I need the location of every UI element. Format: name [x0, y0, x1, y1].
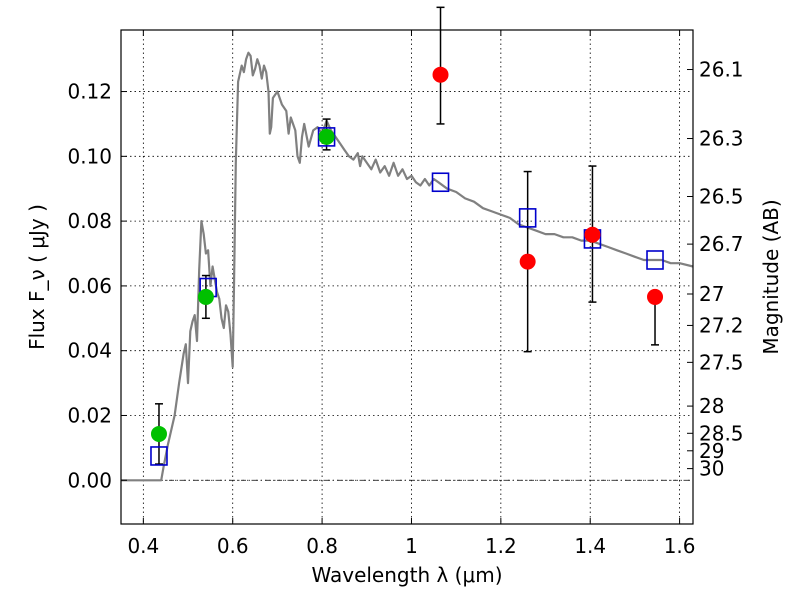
y2-tick-label: 26.3	[699, 127, 744, 151]
y2-tick-label: 30	[699, 457, 724, 481]
model-photometry-square	[518, 208, 537, 228]
x-tick-label: 0.4	[127, 534, 159, 558]
x-tick-label: 1	[405, 534, 418, 558]
y2-tick-label: 27	[699, 282, 724, 306]
y-tick-label: 0.02	[67, 403, 112, 427]
y2-axis-title: Magnitude (AB)	[759, 199, 783, 354]
upper-limit-point	[519, 253, 536, 270]
y-tick-label: 0.04	[67, 339, 112, 363]
y-tick-label: 0.08	[67, 209, 112, 233]
detection-point	[197, 288, 214, 305]
y2-tick-label: 27.5	[699, 350, 744, 374]
upper-limit-point	[647, 288, 664, 305]
x-tick-label: 1.4	[574, 534, 606, 558]
detection-point	[318, 128, 335, 145]
y-tick-label: 0.12	[67, 80, 112, 104]
y2-tick-label: 26.5	[699, 185, 744, 209]
x-axis-ticks: 0.4 0.6 0.8 1 1.2 1.4 1.6	[127, 30, 696, 558]
model-photometry-square	[646, 250, 664, 270]
plot-background	[121, 30, 693, 524]
y-axis-title: Flux F_ν ( μJy )	[25, 204, 49, 350]
y2-tick-label: 28	[699, 394, 724, 418]
model-photometry-square	[150, 446, 168, 466]
model-photometry-square	[431, 172, 450, 193]
y-tick-label: 0.10	[67, 144, 112, 168]
y-tick-label: 0.00	[67, 468, 112, 492]
y2-tick-label: 27.2	[699, 313, 744, 337]
y2-tick-label: 26.7	[699, 232, 744, 256]
upper-limit-point	[584, 226, 601, 243]
model-spectrum-layer	[121, 51, 694, 482]
x-tick-label: 1.2	[485, 534, 517, 558]
x-tick-label: 0.6	[217, 534, 249, 558]
y2-tick-label: 26.1	[699, 58, 744, 82]
model-spectrum-line	[121, 51, 694, 482]
detection-point	[150, 425, 167, 442]
y-axis-ticks: 0.00 0.02 0.04 0.06 0.08 0.10 0.12	[67, 80, 127, 492]
y2-tick-label: 29	[699, 439, 724, 463]
y2-tick-label: 28.5	[699, 421, 744, 445]
upper-limit-point	[432, 66, 449, 83]
y-tick-label: 0.06	[67, 274, 112, 298]
measured-points-layer	[150, 66, 664, 442]
x-tick-label: 0.8	[306, 534, 338, 558]
plot-frame	[120, 29, 694, 525]
x-tick-label: 1.6	[664, 534, 696, 558]
x-axis-title: Wavelength λ (μm)	[311, 563, 502, 587]
grid-lines	[121, 30, 693, 524]
